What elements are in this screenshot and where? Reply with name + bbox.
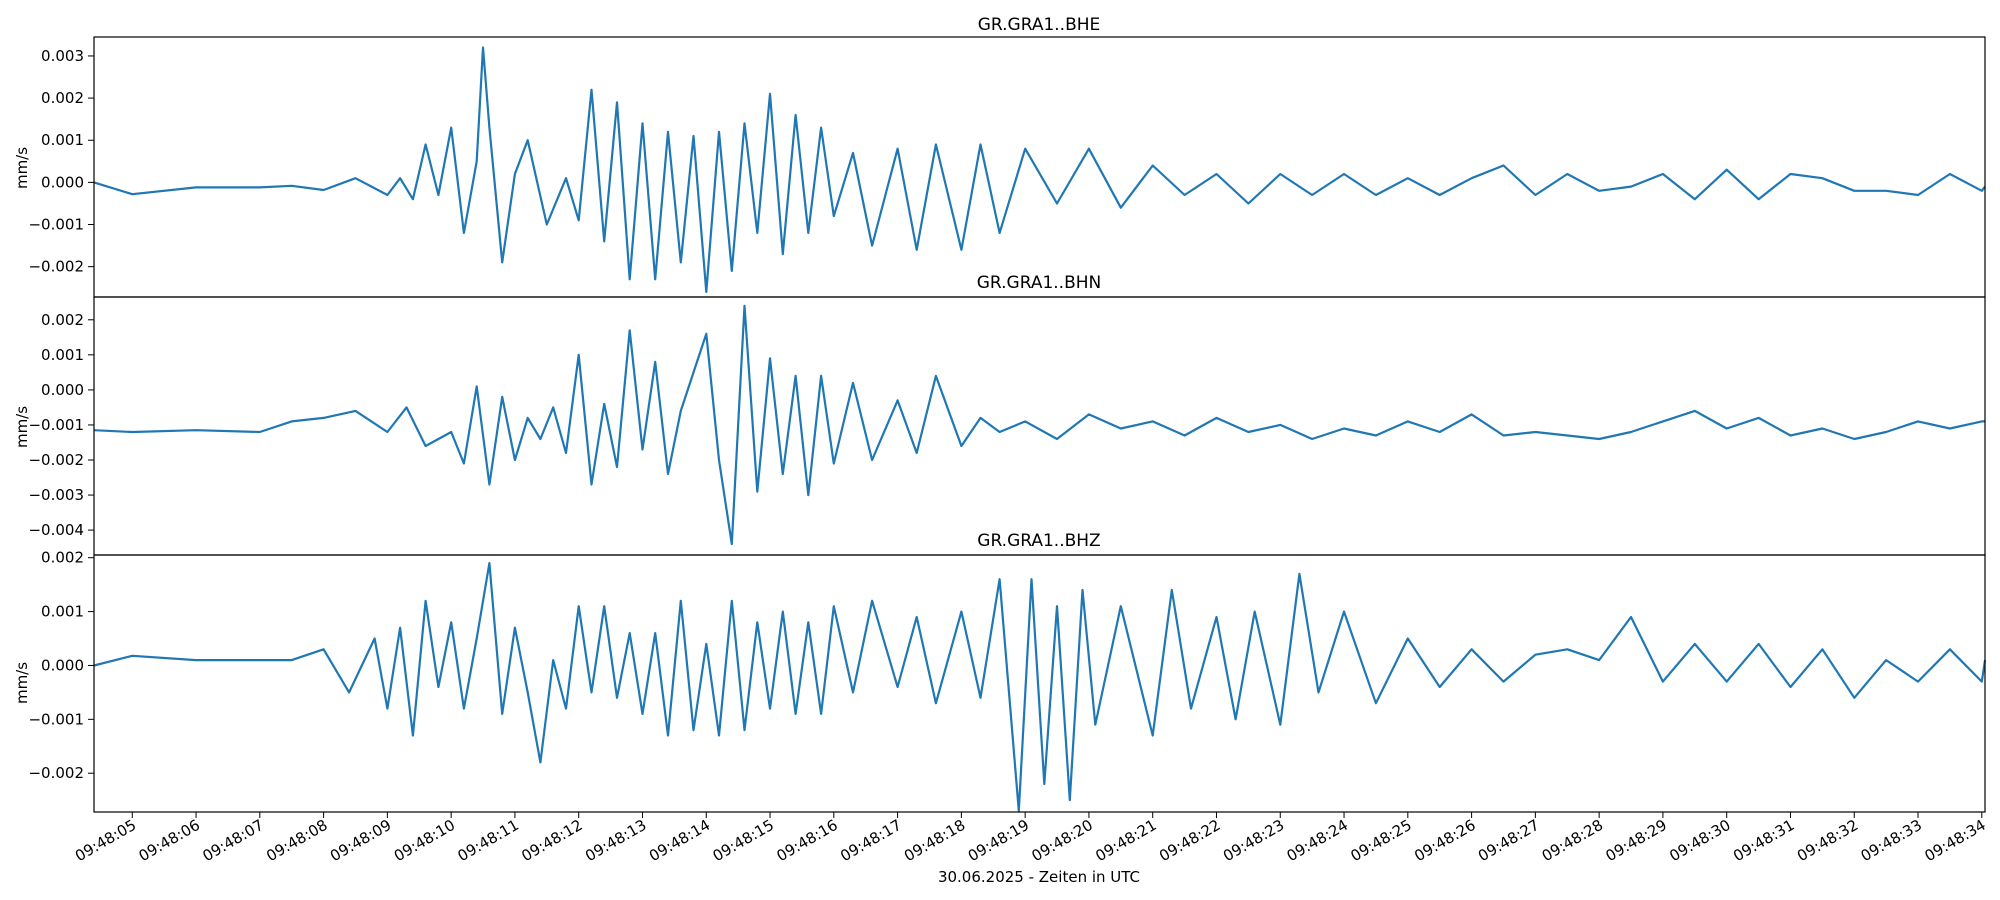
yticks-bhe: −0.002 −0.001 0.000 0.001 0.002 0.003 bbox=[28, 47, 94, 276]
ytick-label: −0.001 bbox=[28, 216, 84, 234]
panel-bhz: GR.GRA1..BHZ mm/s −0.002 −0.001 0.000 0.001… bbox=[13, 531, 1987, 813]
ytick-label: 0.001 bbox=[41, 346, 84, 364]
ytick-label: 0.001 bbox=[41, 131, 84, 149]
trace-bhz bbox=[93, 561, 1987, 813]
ytick-label: 0.000 bbox=[41, 381, 84, 399]
panel-title-bhn: GR.GRA1..BHN bbox=[977, 273, 1102, 293]
yticks-bhn: −0.004 −0.003 −0.002 −0.001 0.000 0.001 0.002 bbox=[28, 311, 94, 539]
ytick-label: 0.002 bbox=[41, 89, 84, 107]
ytick-label: −0.003 bbox=[28, 486, 84, 504]
ytick-label: 0.003 bbox=[41, 47, 84, 65]
ytick-label: −0.004 bbox=[28, 521, 84, 539]
ytick-label: 0.000 bbox=[41, 656, 84, 674]
ylabel-bhn: mm/s bbox=[13, 406, 31, 448]
ytick-label: −0.002 bbox=[28, 451, 84, 469]
ytick-label: −0.002 bbox=[28, 764, 84, 782]
ytick-label: 0.000 bbox=[41, 173, 84, 191]
trace-bhe bbox=[93, 46, 1986, 293]
ytick-label: 0.001 bbox=[41, 603, 84, 621]
axes-frame-bhz bbox=[93, 554, 1986, 813]
trace-bhn bbox=[93, 304, 1985, 546]
ytick-label: −0.001 bbox=[28, 710, 84, 728]
ytick-label: −0.002 bbox=[28, 258, 84, 276]
ytick-label: 0.002 bbox=[41, 549, 84, 567]
ytick-label: −0.001 bbox=[28, 416, 84, 434]
ylabel-bhe: mm/s bbox=[13, 147, 31, 189]
x-axis-label: 30.06.2025 - Zeiten in UTC bbox=[938, 868, 1140, 886]
ytick-label: 0.002 bbox=[41, 311, 84, 329]
panel-title-bhe: GR.GRA1..BHE bbox=[978, 15, 1101, 35]
yticks-bhz: −0.002 −0.001 0.000 0.001 0.002 bbox=[28, 549, 94, 782]
ylabel-bhz: mm/s bbox=[13, 662, 31, 704]
panel-title-bhz: GR.GRA1..BHZ bbox=[977, 531, 1100, 551]
